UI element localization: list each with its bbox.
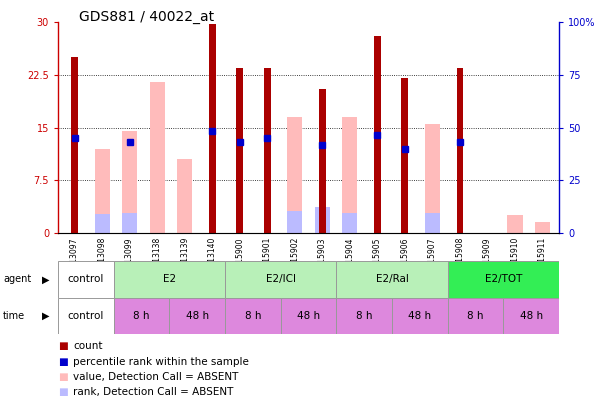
- Text: GSM15900: GSM15900: [235, 237, 244, 279]
- Text: 8 h: 8 h: [244, 311, 261, 321]
- Bar: [342, 213, 357, 233]
- Bar: [150, 82, 165, 233]
- Text: control: control: [68, 275, 104, 284]
- Text: percentile rank within the sample: percentile rank within the sample: [73, 357, 249, 367]
- Text: GSM15905: GSM15905: [373, 237, 382, 279]
- Bar: [71, 58, 78, 233]
- Text: GSM15902: GSM15902: [290, 237, 299, 279]
- Text: GSM15904: GSM15904: [345, 237, 354, 279]
- Text: E2/Ral: E2/Ral: [376, 275, 409, 284]
- Text: GSM13098: GSM13098: [98, 237, 106, 279]
- Text: ■: ■: [58, 357, 68, 367]
- Text: ▶: ▶: [42, 275, 49, 284]
- Bar: [337, 298, 392, 334]
- Text: GSM15906: GSM15906: [400, 237, 409, 279]
- Text: GSM15910: GSM15910: [511, 237, 519, 279]
- Bar: [456, 68, 463, 233]
- Bar: [225, 298, 280, 334]
- Text: GSM15901: GSM15901: [263, 237, 272, 279]
- Bar: [95, 214, 109, 233]
- Text: E2/TOT: E2/TOT: [485, 275, 522, 284]
- Text: time: time: [3, 311, 25, 321]
- Text: 48 h: 48 h: [297, 311, 320, 321]
- Text: GSM13099: GSM13099: [125, 237, 134, 279]
- Text: 48 h: 48 h: [520, 311, 543, 321]
- Bar: [503, 298, 559, 334]
- Text: 8 h: 8 h: [133, 311, 150, 321]
- Text: ■: ■: [58, 372, 68, 382]
- Bar: [448, 298, 503, 334]
- Text: ■: ■: [58, 388, 68, 397]
- Bar: [287, 117, 302, 233]
- Bar: [95, 149, 109, 233]
- Bar: [337, 261, 448, 298]
- Text: E2: E2: [163, 275, 176, 284]
- Bar: [122, 213, 137, 233]
- Bar: [114, 298, 169, 334]
- Bar: [58, 298, 114, 334]
- Bar: [425, 124, 440, 233]
- Bar: [508, 215, 522, 233]
- Bar: [122, 131, 137, 233]
- Text: GSM15909: GSM15909: [483, 237, 492, 279]
- Text: GSM15911: GSM15911: [538, 237, 547, 278]
- Text: GSM15903: GSM15903: [318, 237, 327, 279]
- Text: ■: ■: [58, 341, 68, 351]
- Text: GDS881 / 40022_at: GDS881 / 40022_at: [79, 10, 214, 24]
- Text: agent: agent: [3, 275, 31, 284]
- Bar: [425, 213, 440, 233]
- Bar: [280, 298, 337, 334]
- Bar: [58, 261, 114, 298]
- Bar: [209, 23, 216, 233]
- Bar: [264, 68, 271, 233]
- Text: 8 h: 8 h: [467, 311, 484, 321]
- Text: GSM13097: GSM13097: [70, 237, 79, 279]
- Text: count: count: [73, 341, 103, 351]
- Bar: [114, 261, 225, 298]
- Bar: [315, 207, 330, 233]
- Text: GSM13138: GSM13138: [153, 237, 162, 278]
- Bar: [392, 298, 448, 334]
- Text: GSM13140: GSM13140: [208, 237, 217, 279]
- Bar: [177, 159, 192, 233]
- Text: rank, Detection Call = ABSENT: rank, Detection Call = ABSENT: [73, 388, 233, 397]
- Text: 48 h: 48 h: [408, 311, 431, 321]
- Bar: [287, 211, 302, 233]
- Bar: [535, 222, 550, 233]
- Bar: [225, 261, 337, 298]
- Text: GSM15907: GSM15907: [428, 237, 437, 279]
- Text: control: control: [68, 311, 104, 321]
- Text: GSM13139: GSM13139: [180, 237, 189, 279]
- Bar: [374, 36, 381, 233]
- Text: 8 h: 8 h: [356, 311, 373, 321]
- Bar: [342, 117, 357, 233]
- Text: ▶: ▶: [42, 311, 49, 321]
- Bar: [236, 68, 243, 233]
- Text: GSM15908: GSM15908: [455, 237, 464, 279]
- Bar: [319, 89, 326, 233]
- Bar: [448, 261, 559, 298]
- Bar: [169, 298, 225, 334]
- Bar: [401, 79, 408, 233]
- Text: 48 h: 48 h: [186, 311, 209, 321]
- Text: value, Detection Call = ABSENT: value, Detection Call = ABSENT: [73, 372, 239, 382]
- Text: E2/ICI: E2/ICI: [266, 275, 296, 284]
